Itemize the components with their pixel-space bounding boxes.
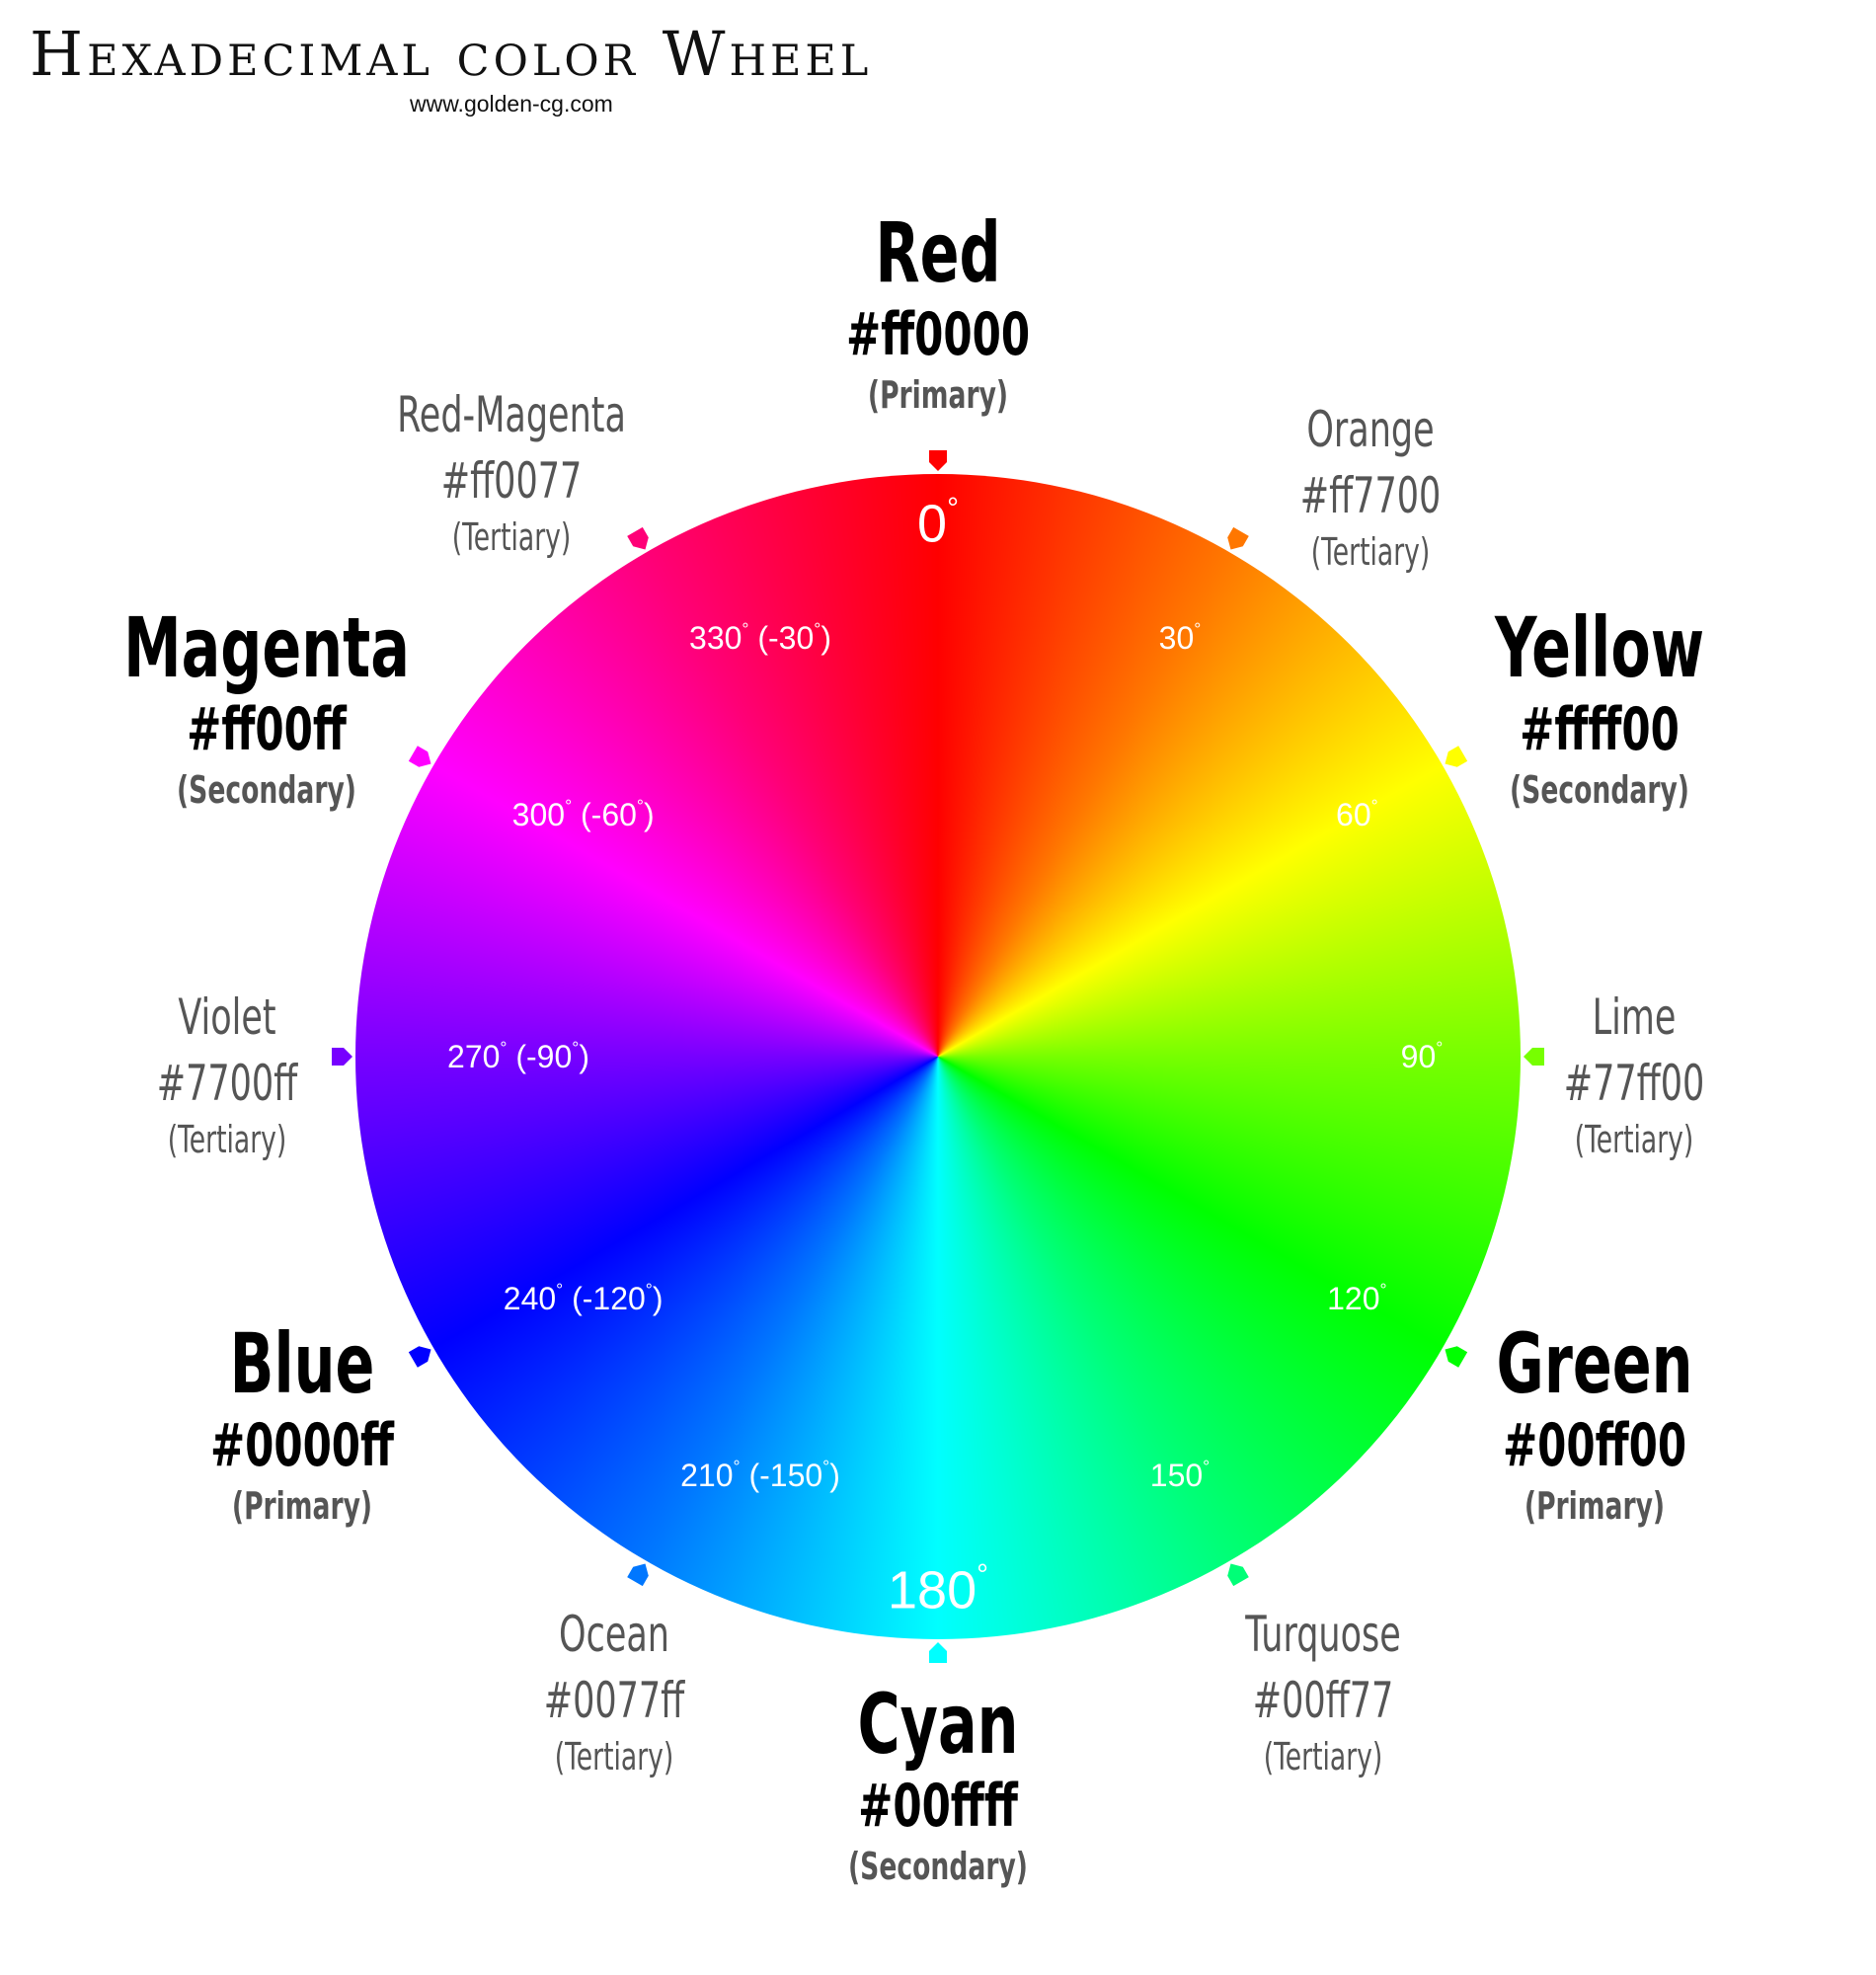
degree-negative-value: (-150 [740, 1458, 823, 1494]
degree-negative-value: (-120 [563, 1281, 646, 1317]
color-hex: #ff0077 [440, 452, 583, 510]
degree-value: 150 [1149, 1458, 1204, 1494]
degree-label-120: 120° [1327, 1279, 1387, 1317]
color-hex: #ff0000 [845, 300, 1031, 369]
degree-value: 0 [917, 494, 948, 554]
degree-label-240: 240° (-120°) [503, 1279, 664, 1317]
degree-negative-value: (-90 [507, 1039, 573, 1075]
degree-label-330: 330° (-30°) [689, 618, 831, 656]
hue-pointer-yellow [1437, 741, 1472, 776]
color-label-yellow: Yellow #ffff00 (Secondary) [1450, 602, 1750, 814]
degree-label-210: 210° (-150°) [680, 1457, 840, 1494]
color-label-red: Red #ff0000 (Primary) [807, 207, 1069, 419]
website-credit: www.golden-cg.com [410, 91, 613, 117]
degree-value: 60 [1336, 797, 1371, 833]
color-kind: (Tertiary) [1574, 1118, 1694, 1161]
hue-pointer-red [925, 447, 951, 473]
color-name: Yellow [1494, 599, 1705, 696]
color-hex: #ff00ff [187, 695, 347, 764]
color-kind: (Tertiary) [1310, 530, 1431, 574]
color-kind: (Secondary) [177, 768, 356, 812]
hue-pointer-cyan [925, 1640, 951, 1666]
hue-pointer-violet [329, 1044, 354, 1069]
color-name: Orange [1306, 401, 1435, 458]
hue-pointer-green [1437, 1337, 1472, 1373]
color-name: Red-Magenta [397, 386, 626, 443]
color-name: Red [875, 204, 1001, 301]
color-name: Ocean [559, 1606, 669, 1663]
hue-pointer-blue [404, 1337, 439, 1373]
degree-label-180: 180° [888, 1558, 988, 1620]
color-hex: #7700ff [156, 1055, 298, 1112]
color-label-turquose: Turquose #00ff77 (Tertiary) [1212, 1600, 1434, 1781]
degree-value: 270 [447, 1039, 501, 1075]
color-hex: #ffff00 [1520, 695, 1680, 764]
color-name: Lime [1592, 988, 1677, 1046]
degree-label-270: 270° (-90°) [447, 1037, 589, 1075]
hue-pointer-ocean [622, 1555, 658, 1591]
color-name: Green [1496, 1315, 1693, 1412]
color-kind: (Primary) [231, 1484, 373, 1528]
hue-pointer-red-magenta [622, 522, 658, 558]
hue-pointer-turquose [1218, 1555, 1254, 1591]
color-hex: #00ffff [858, 1772, 1018, 1841]
color-label-lime: Lime #77ff00 (Tertiary) [1533, 983, 1735, 1164]
hue-wheel [355, 474, 1521, 1639]
degree-label-150: 150° [1149, 1457, 1211, 1494]
degree-value: 240 [503, 1281, 557, 1317]
color-label-green: Green #00ff00 (Primary) [1454, 1318, 1735, 1530]
color-hex: #0000ff [209, 1411, 395, 1480]
degree-label-300: 300° (-60°) [511, 795, 655, 833]
degree-value: 330 [689, 619, 743, 656]
degree-label-60: 60° [1336, 795, 1378, 833]
color-label-cyan: Cyan #00ffff (Secondary) [810, 1679, 1066, 1890]
color-hex: #ff7700 [1299, 467, 1442, 524]
degree-label-0: 0° [917, 492, 959, 554]
color-name: Violet [178, 988, 276, 1046]
color-name: Magenta [123, 599, 410, 696]
color-hex: #00ff77 [1252, 1672, 1394, 1729]
degree-label-30: 30° [1158, 618, 1202, 656]
degree-label-90: 90° [1400, 1037, 1444, 1075]
hue-pointer-orange [1218, 522, 1254, 558]
color-hex: #0077ff [543, 1672, 685, 1729]
degree-value: 120 [1327, 1281, 1380, 1317]
color-kind: (Tertiary) [451, 515, 572, 559]
color-name: Cyan [857, 1676, 1019, 1773]
color-label-violet: Violet #7700ff (Tertiary) [126, 983, 328, 1164]
degree-value: 180 [888, 1560, 977, 1620]
color-kind: (Primary) [867, 373, 1009, 417]
degree-value: 30 [1158, 619, 1195, 656]
hue-pointer-magenta [404, 741, 439, 776]
color-name: Blue [229, 1315, 375, 1412]
color-hex: #77ff00 [1563, 1055, 1705, 1112]
color-hex: #00ff00 [1502, 1411, 1687, 1480]
color-kind: (Secondary) [1510, 768, 1689, 812]
color-label-red-magenta: Red-Magenta #ff0077 (Tertiary) [348, 380, 674, 562]
color-kind: (Secondary) [848, 1845, 1028, 1888]
degree-negative-value: (-60 [572, 797, 637, 833]
degree-value: 90 [1400, 1039, 1437, 1075]
degree-value: 210 [680, 1458, 734, 1494]
hue-pointer-lime [1522, 1044, 1547, 1069]
color-kind: (Tertiary) [167, 1118, 287, 1161]
color-label-blue: Blue #0000ff (Primary) [171, 1318, 433, 1530]
color-kind: (Tertiary) [1263, 1735, 1383, 1778]
degree-negative-value: (-30 [748, 619, 815, 656]
color-name: Turquose [1245, 1606, 1401, 1663]
color-label-orange: Orange #ff7700 (Tertiary) [1270, 395, 1471, 577]
color-kind: (Tertiary) [554, 1735, 674, 1778]
color-kind: (Primary) [1524, 1484, 1666, 1528]
color-label-magenta: Magenta #ff00ff (Secondary) [62, 602, 471, 814]
degree-value: 300 [511, 797, 566, 833]
page-title: Hexadecimal color Wheel [30, 18, 873, 90]
color-label-ocean: Ocean #0077ff (Tertiary) [513, 1600, 715, 1781]
